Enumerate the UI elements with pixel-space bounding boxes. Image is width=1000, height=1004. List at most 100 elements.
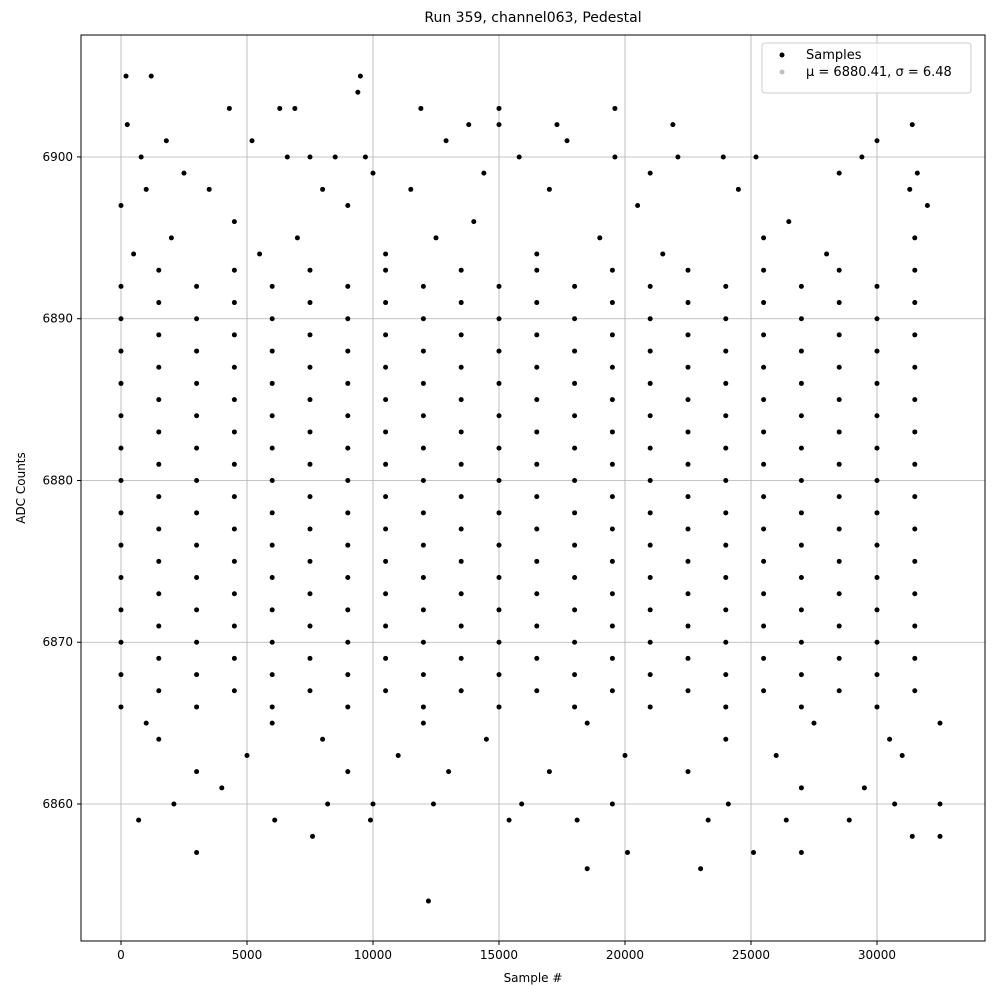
point	[458, 461, 464, 467]
y-tick-label: 6890	[42, 312, 73, 326]
point	[924, 202, 930, 208]
point	[572, 575, 578, 581]
point	[194, 607, 200, 613]
point	[675, 154, 681, 160]
point	[572, 672, 578, 678]
y-tick-label: 6860	[42, 797, 73, 811]
point	[546, 769, 552, 775]
point	[723, 348, 729, 354]
point	[798, 542, 804, 548]
point	[798, 380, 804, 386]
point	[383, 397, 389, 403]
point	[572, 380, 578, 386]
point	[836, 461, 842, 467]
point	[609, 623, 615, 629]
point	[874, 283, 880, 289]
point	[171, 801, 177, 807]
point	[670, 122, 676, 128]
point	[194, 850, 200, 856]
point	[231, 332, 237, 338]
point	[277, 105, 283, 111]
point	[458, 655, 464, 661]
point	[912, 300, 918, 306]
point	[269, 575, 275, 581]
point	[647, 413, 653, 419]
point	[231, 364, 237, 370]
point	[798, 510, 804, 516]
point	[425, 898, 431, 904]
point	[836, 558, 842, 564]
point	[496, 477, 502, 483]
point	[269, 380, 275, 386]
point	[194, 769, 200, 775]
point	[874, 542, 880, 548]
point	[912, 623, 918, 629]
point	[912, 364, 918, 370]
point	[609, 655, 615, 661]
point	[123, 73, 129, 79]
point	[685, 769, 691, 775]
point	[798, 445, 804, 451]
point	[231, 558, 237, 564]
point	[534, 655, 540, 661]
point	[458, 429, 464, 435]
point	[836, 267, 842, 273]
point	[118, 348, 124, 354]
point	[937, 720, 943, 726]
point	[269, 477, 275, 483]
point	[231, 623, 237, 629]
point	[685, 591, 691, 597]
y-tick-label: 6880	[42, 473, 73, 487]
point	[609, 688, 615, 694]
point	[118, 283, 124, 289]
point	[609, 397, 615, 403]
point	[420, 672, 426, 678]
point	[320, 186, 326, 192]
point	[874, 316, 880, 322]
point	[307, 154, 313, 160]
point	[534, 526, 540, 532]
point	[231, 300, 237, 306]
point	[685, 461, 691, 467]
point	[383, 591, 389, 597]
point	[723, 283, 729, 289]
ticks: 0 5000 10000 15000 20000 25000 30000 6860 6870 68…	[42, 150, 896, 962]
x-tick-label: 30000	[858, 948, 896, 962]
point	[168, 235, 174, 241]
point	[156, 461, 162, 467]
point	[496, 704, 502, 710]
point	[257, 251, 263, 257]
point	[723, 704, 729, 710]
point	[798, 639, 804, 645]
point	[534, 558, 540, 564]
point	[705, 817, 711, 823]
point	[163, 138, 169, 144]
point	[685, 267, 691, 273]
point	[912, 591, 918, 597]
point	[307, 267, 313, 273]
point	[118, 380, 124, 386]
point	[345, 575, 351, 581]
point	[912, 494, 918, 500]
point	[345, 542, 351, 548]
point	[874, 607, 880, 613]
point	[307, 332, 313, 338]
point	[647, 348, 653, 354]
x-tick-label: 20000	[606, 948, 644, 962]
point	[269, 720, 275, 726]
point	[874, 477, 880, 483]
point	[496, 542, 502, 548]
point	[564, 138, 570, 144]
point	[572, 413, 578, 419]
point	[836, 332, 842, 338]
point	[723, 510, 729, 516]
point	[124, 122, 130, 128]
point	[269, 316, 275, 322]
point	[798, 785, 804, 791]
point	[418, 105, 424, 111]
point	[345, 316, 351, 322]
point	[761, 300, 767, 306]
point	[307, 623, 313, 629]
point	[269, 445, 275, 451]
point	[519, 801, 525, 807]
